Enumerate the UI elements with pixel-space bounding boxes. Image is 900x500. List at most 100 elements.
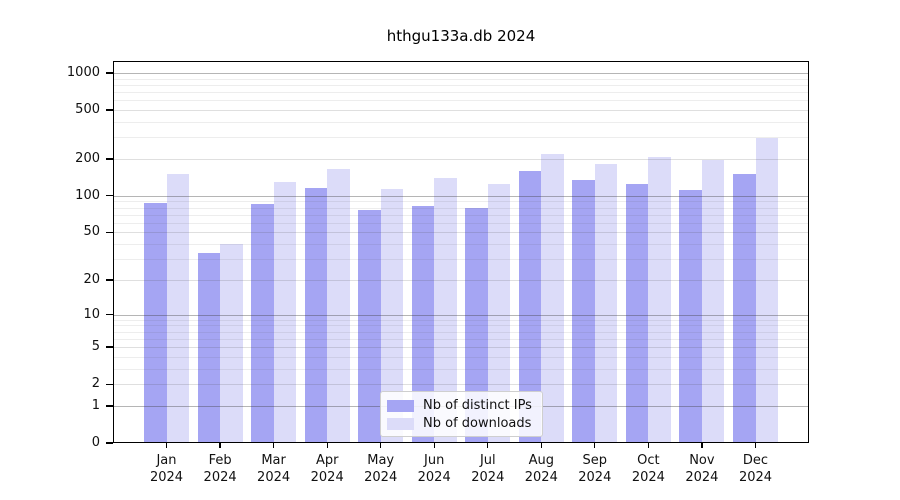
- x-tick-month: May: [367, 453, 395, 468]
- y-tick-1000: [106, 72, 113, 74]
- x-tick-may: [380, 443, 382, 448]
- gridline-40: [113, 244, 809, 246]
- y-tick-label-50: 50: [83, 224, 100, 240]
- x-tick-dec: [754, 443, 757, 448]
- x-tick-nov: [701, 443, 703, 448]
- x-tick-aug: [540, 443, 542, 448]
- gridline-3: [113, 368, 809, 370]
- y-tick-100: [106, 195, 113, 197]
- bar-dec-nb-of-distinct-ips: [733, 174, 756, 443]
- gridline-700: [113, 92, 809, 93]
- x-tick-month: Aug: [528, 453, 554, 468]
- gridline-900: [113, 78, 809, 80]
- gridline-800: [113, 84, 809, 86]
- bar-jul-nb-of-distinct-ips: [465, 207, 488, 443]
- x-tick-month: Jun: [424, 453, 445, 468]
- legend: Nb of distinct IPs Nb of downloads: [380, 391, 543, 437]
- x-tick-label-oct: Oct 2024: [618, 452, 678, 486]
- legend-item-downloads: Nb of downloads: [387, 415, 536, 433]
- y-tick-20: [106, 279, 113, 281]
- gridline-9: [113, 319, 809, 321]
- x-tick-oct: [647, 443, 650, 448]
- y-tick-1: [106, 405, 113, 407]
- x-tick-year: 2024: [685, 470, 719, 485]
- x-tick-month: Dec: [742, 453, 769, 468]
- x-tick-label-jan: Jan 2024: [137, 452, 197, 486]
- gridline-50: [113, 232, 809, 234]
- bar-jan-nb-of-distinct-ips: [144, 203, 167, 443]
- gridline-60: [113, 222, 809, 224]
- x-tick-label-nov: Nov 2024: [672, 452, 732, 486]
- y-tick-label-1: 1: [91, 397, 100, 413]
- x-tick-year: 2024: [364, 470, 398, 485]
- bar-sep-nb-of-distinct-ips: [572, 180, 595, 443]
- legend-item-distinct-ips: Nb of distinct IPs: [387, 397, 536, 415]
- bar-feb-nb-of-distinct-ips: [197, 252, 221, 443]
- y-tick-label-200: 200: [75, 150, 100, 166]
- bar-jun-nb-of-distinct-ips: [411, 206, 435, 443]
- gridline-2: [113, 384, 809, 386]
- y-tick-label-10: 10: [83, 306, 100, 322]
- y-tick-2: [106, 383, 113, 385]
- gridline-10: [113, 314, 809, 316]
- gridline-20: [113, 279, 809, 281]
- x-tick-label-apr: Apr 2024: [297, 452, 357, 486]
- y-tick-label-1000: 1000: [66, 64, 100, 80]
- bar-apr-nb-of-downloads: [327, 169, 350, 443]
- gridline-200: [113, 158, 809, 160]
- y-tick-200: [106, 158, 113, 160]
- y-tick-label-0: 0: [91, 435, 100, 450]
- legend-swatch-downloads: [387, 418, 414, 430]
- x-tick-month: Oct: [637, 453, 660, 468]
- x-tick-year: 2024: [631, 470, 665, 485]
- x-tick-label-jul: Jul 2024: [458, 452, 518, 486]
- chart-title: hthgu133a.db 2024: [386, 27, 536, 45]
- x-tick-year: 2024: [149, 470, 184, 485]
- gridline-7: [113, 331, 809, 333]
- x-tick-label-jun: Jun 2024: [404, 452, 464, 486]
- bar-mar-nb-of-downloads: [273, 181, 297, 443]
- x-tick-mar: [272, 443, 275, 448]
- x-tick-year: 2024: [257, 470, 291, 485]
- y-tick-label-100: 100: [75, 187, 100, 203]
- x-tick-month: Sep: [582, 453, 608, 468]
- x-tick-year: 2024: [310, 470, 344, 485]
- y-tick-label-500: 500: [75, 102, 100, 117]
- y-tick-50: [106, 231, 113, 234]
- x-tick-month: Feb: [208, 453, 232, 468]
- bar-jun-nb-of-downloads: [434, 178, 457, 443]
- bar-oct-nb-of-distinct-ips: [625, 183, 649, 443]
- gridline-4: [113, 356, 809, 358]
- x-tick-label-dec: Dec 2024: [726, 452, 786, 486]
- x-tick-label-sep: Sep 2024: [565, 452, 625, 486]
- y-tick-500: [106, 109, 113, 111]
- x-tick-year: 2024: [471, 470, 505, 485]
- gridline-8: [113, 325, 809, 327]
- bar-dec-nb-of-downloads: [755, 137, 778, 443]
- gridline-70: [113, 214, 809, 216]
- gridline-600: [113, 100, 809, 102]
- bar-mar-nb-of-distinct-ips: [251, 204, 274, 443]
- y-tick-10: [106, 313, 113, 316]
- y-tick-label-5: 5: [91, 339, 100, 354]
- gridline-80: [113, 207, 809, 209]
- x-tick-year: 2024: [738, 470, 773, 485]
- bar-aug-nb-of-distinct-ips: [518, 171, 542, 443]
- gridline-500: [113, 110, 809, 111]
- x-tick-month: Mar: [261, 453, 286, 468]
- x-tick-year: 2024: [524, 470, 558, 485]
- x-tick-label-feb: Feb 2024: [190, 452, 250, 486]
- bar-may-nb-of-distinct-ips: [358, 209, 381, 443]
- bar-feb-nb-of-downloads: [220, 244, 243, 443]
- gridline-300: [113, 137, 809, 139]
- legend-swatch-distinct-ips: [387, 400, 414, 412]
- x-tick-feb: [219, 443, 221, 448]
- y-tick-label-20: 20: [83, 271, 100, 287]
- y-tick-label-2: 2: [91, 376, 100, 392]
- x-tick-year: 2024: [417, 470, 451, 485]
- bar-nov-nb-of-downloads: [701, 160, 725, 443]
- x-tick-label-may: May 2024: [351, 452, 411, 486]
- gridline-5: [113, 347, 809, 348]
- bar-may-nb-of-downloads: [380, 189, 404, 443]
- gridline-400: [113, 121, 809, 123]
